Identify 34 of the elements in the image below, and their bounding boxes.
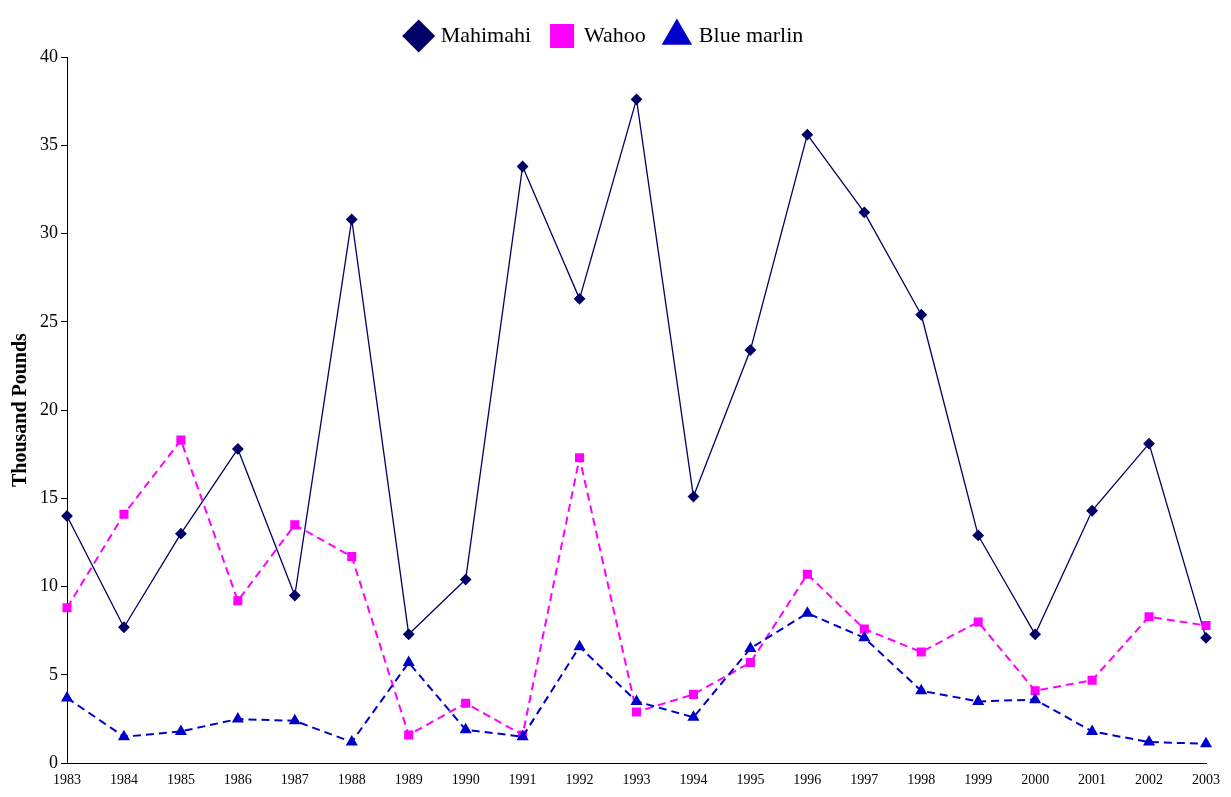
x-tick-label: 1998 [907, 772, 936, 788]
y-tick-label: 25 [40, 310, 58, 331]
y-tick-label: 40 [40, 45, 58, 66]
x-tick-label: 1984 [109, 772, 138, 788]
x-tick-label: 2002 [1135, 772, 1164, 788]
y-axis-title: Thousand Pounds [8, 332, 31, 488]
x-tick-label: 1987 [280, 772, 309, 788]
x-tick-label: 1999 [964, 772, 993, 788]
legend-label: Wahoo [584, 21, 646, 47]
x-tick-label: 1989 [394, 772, 423, 788]
y-tick-label: 20 [40, 398, 58, 419]
legend-label: Mahimahi [440, 21, 532, 47]
y-tick-label: 5 [49, 663, 58, 684]
x-tick-label: 1983 [53, 772, 81, 788]
x-tick-label: 1992 [565, 772, 594, 788]
y-tick-label: 10 [40, 575, 58, 596]
y-tick-label: 15 [40, 487, 58, 508]
x-tick-label: 1993 [622, 772, 651, 788]
x-tick-label: 1988 [337, 772, 366, 788]
x-tick-label: 2000 [1021, 772, 1050, 788]
y-tick-label: 30 [40, 222, 58, 243]
x-tick-label: 2003 [1192, 772, 1220, 788]
x-tick-label: 1996 [793, 772, 822, 788]
x-tick-label: 1986 [223, 772, 252, 788]
legend-label: Blue marlin [698, 21, 804, 47]
x-tick-label: 1995 [736, 772, 765, 788]
x-tick-label: 2001 [1078, 772, 1107, 788]
y-tick-label: 35 [40, 134, 58, 155]
x-tick-label: 1997 [850, 772, 879, 788]
x-tick-label: 1990 [451, 772, 480, 788]
x-tick-label: 1994 [679, 772, 708, 788]
x-tick-label: 1991 [508, 772, 537, 788]
y-tick-label: 0 [49, 751, 58, 772]
x-tick-label: 1985 [166, 772, 195, 788]
